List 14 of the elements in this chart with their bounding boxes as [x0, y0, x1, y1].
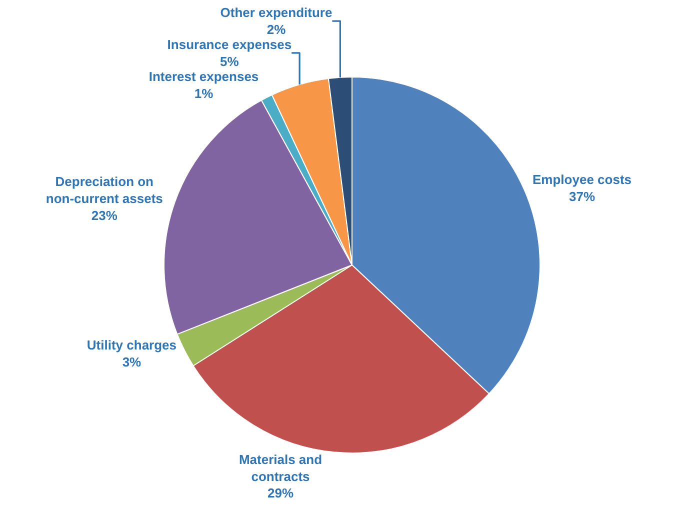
data-label: 1%: [194, 86, 214, 101]
slice-label: Insurance expenses: [167, 36, 292, 52]
slice-label: Interest expenses: [148, 68, 259, 84]
data-label: 2%: [266, 22, 286, 37]
slice-label: Depreciation on non-current assets: [46, 174, 163, 206]
data-label: 5%: [220, 54, 240, 69]
data-label: 3%: [122, 354, 142, 370]
slice-label: Employee costs: [532, 172, 632, 187]
data-label: 23%: [91, 208, 118, 223]
data-label: 29%: [267, 486, 294, 501]
slice-label: Other expenditure: [220, 5, 332, 20]
data-label: 37%: [568, 188, 596, 204]
slice-label: Materials and contracts: [238, 452, 322, 484]
slice-label: Utility charges: [86, 338, 177, 353]
